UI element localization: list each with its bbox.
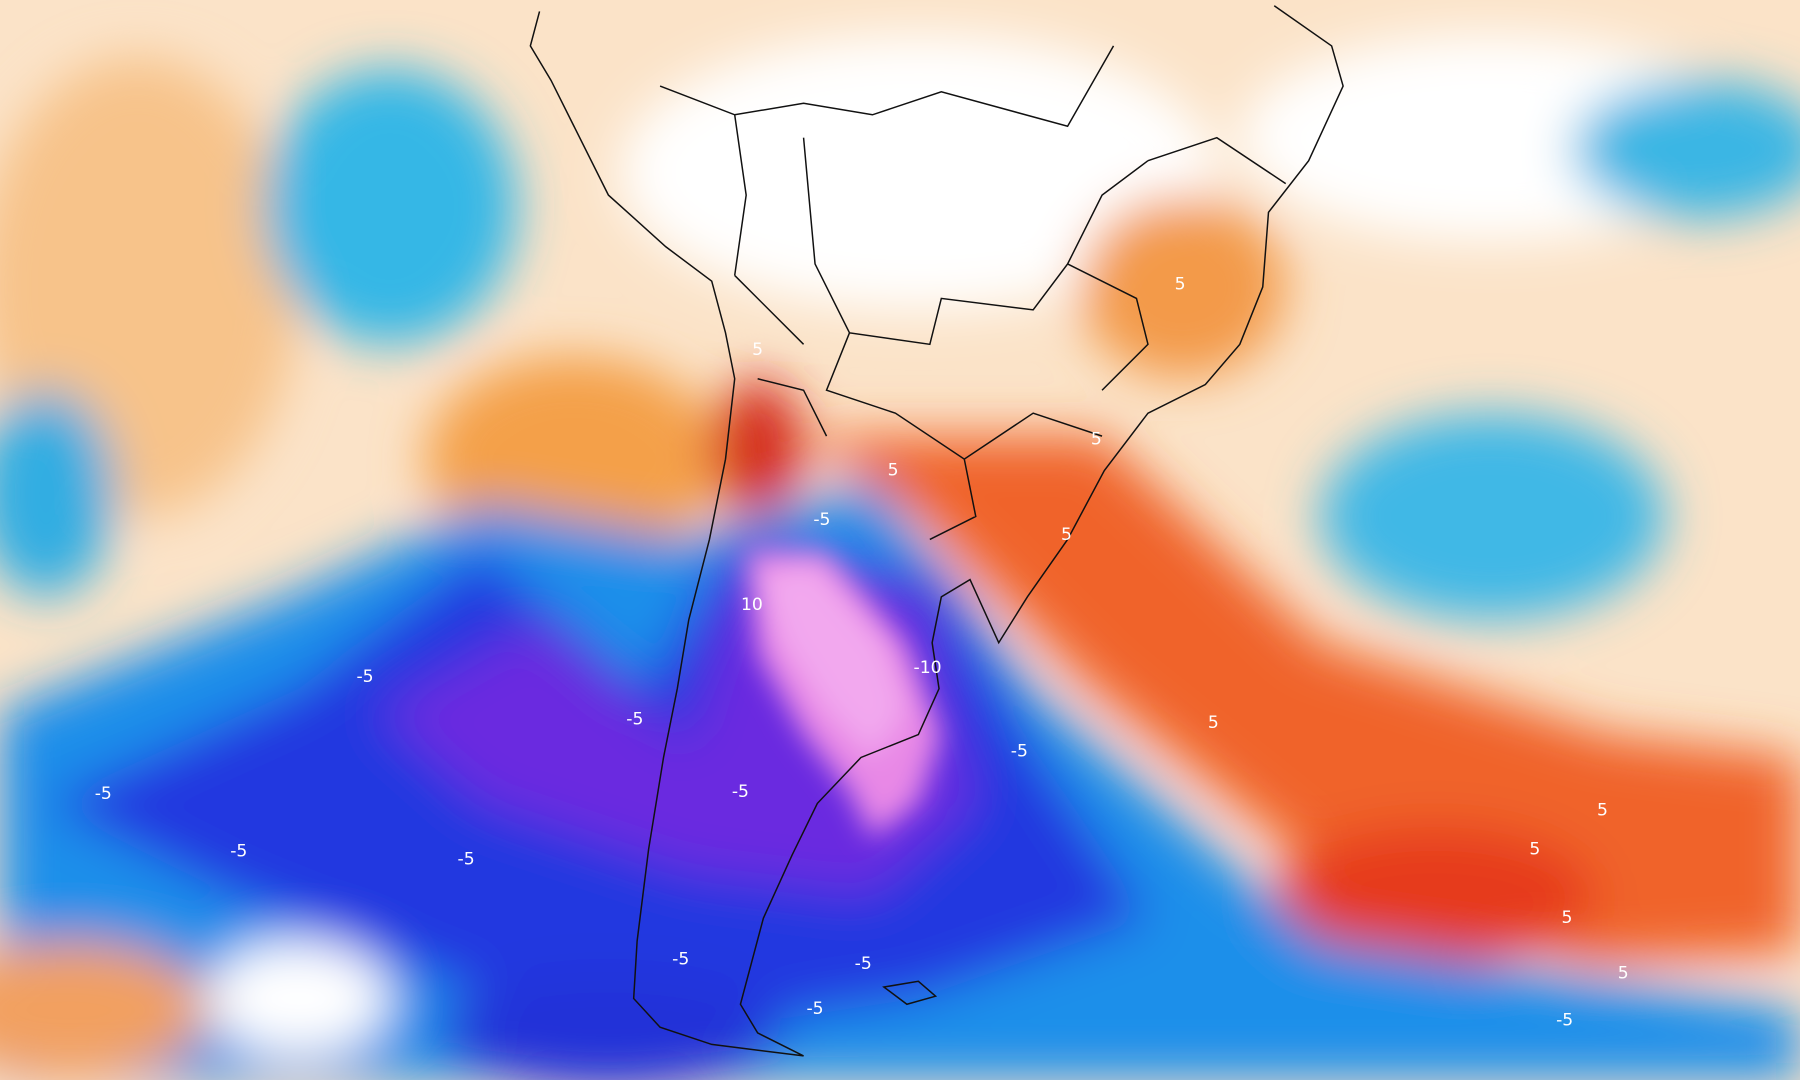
- contour-label: -5: [732, 782, 749, 802]
- continent-outline: [529, 5, 1344, 1057]
- contour-label: 5: [1208, 713, 1219, 733]
- contour-label: -5: [356, 667, 373, 687]
- contour-label: 5: [1529, 839, 1540, 859]
- contour-label: -5: [1556, 1010, 1573, 1030]
- contour-label: -5: [457, 850, 474, 870]
- contour-label: 5: [752, 340, 763, 360]
- contour-label: 5: [1061, 525, 1072, 545]
- contour-label: -5: [672, 949, 689, 969]
- contour-label: 5: [1597, 800, 1608, 820]
- contour-label: -5: [806, 999, 823, 1019]
- borders: [529, 5, 1344, 1057]
- contour-label: 10: [741, 595, 763, 615]
- contour-label: -5: [813, 510, 830, 530]
- contour-label: 5: [1091, 430, 1102, 450]
- contour-label: -5: [1011, 742, 1028, 762]
- contour-labels: 5 5 5 5 5 5 5 5 5 5 -5 -5 -5 -5 -5 -5 -5 -5 -5 -5 -5 -5 -10 10: [95, 275, 1629, 1031]
- contour-label: -5: [626, 710, 643, 730]
- contour-label: -5: [95, 784, 112, 804]
- contour-label: 5: [888, 461, 899, 481]
- contour-label: 5: [1618, 963, 1629, 983]
- falkland-islands: [882, 980, 938, 1006]
- contour-label: 5: [1561, 908, 1572, 928]
- contour-label: 5: [1175, 275, 1186, 295]
- contour-label: -5: [230, 842, 247, 862]
- internal-borders: [659, 45, 1287, 541]
- contour-label: -5: [855, 954, 872, 974]
- contour-label: -10: [913, 658, 941, 678]
